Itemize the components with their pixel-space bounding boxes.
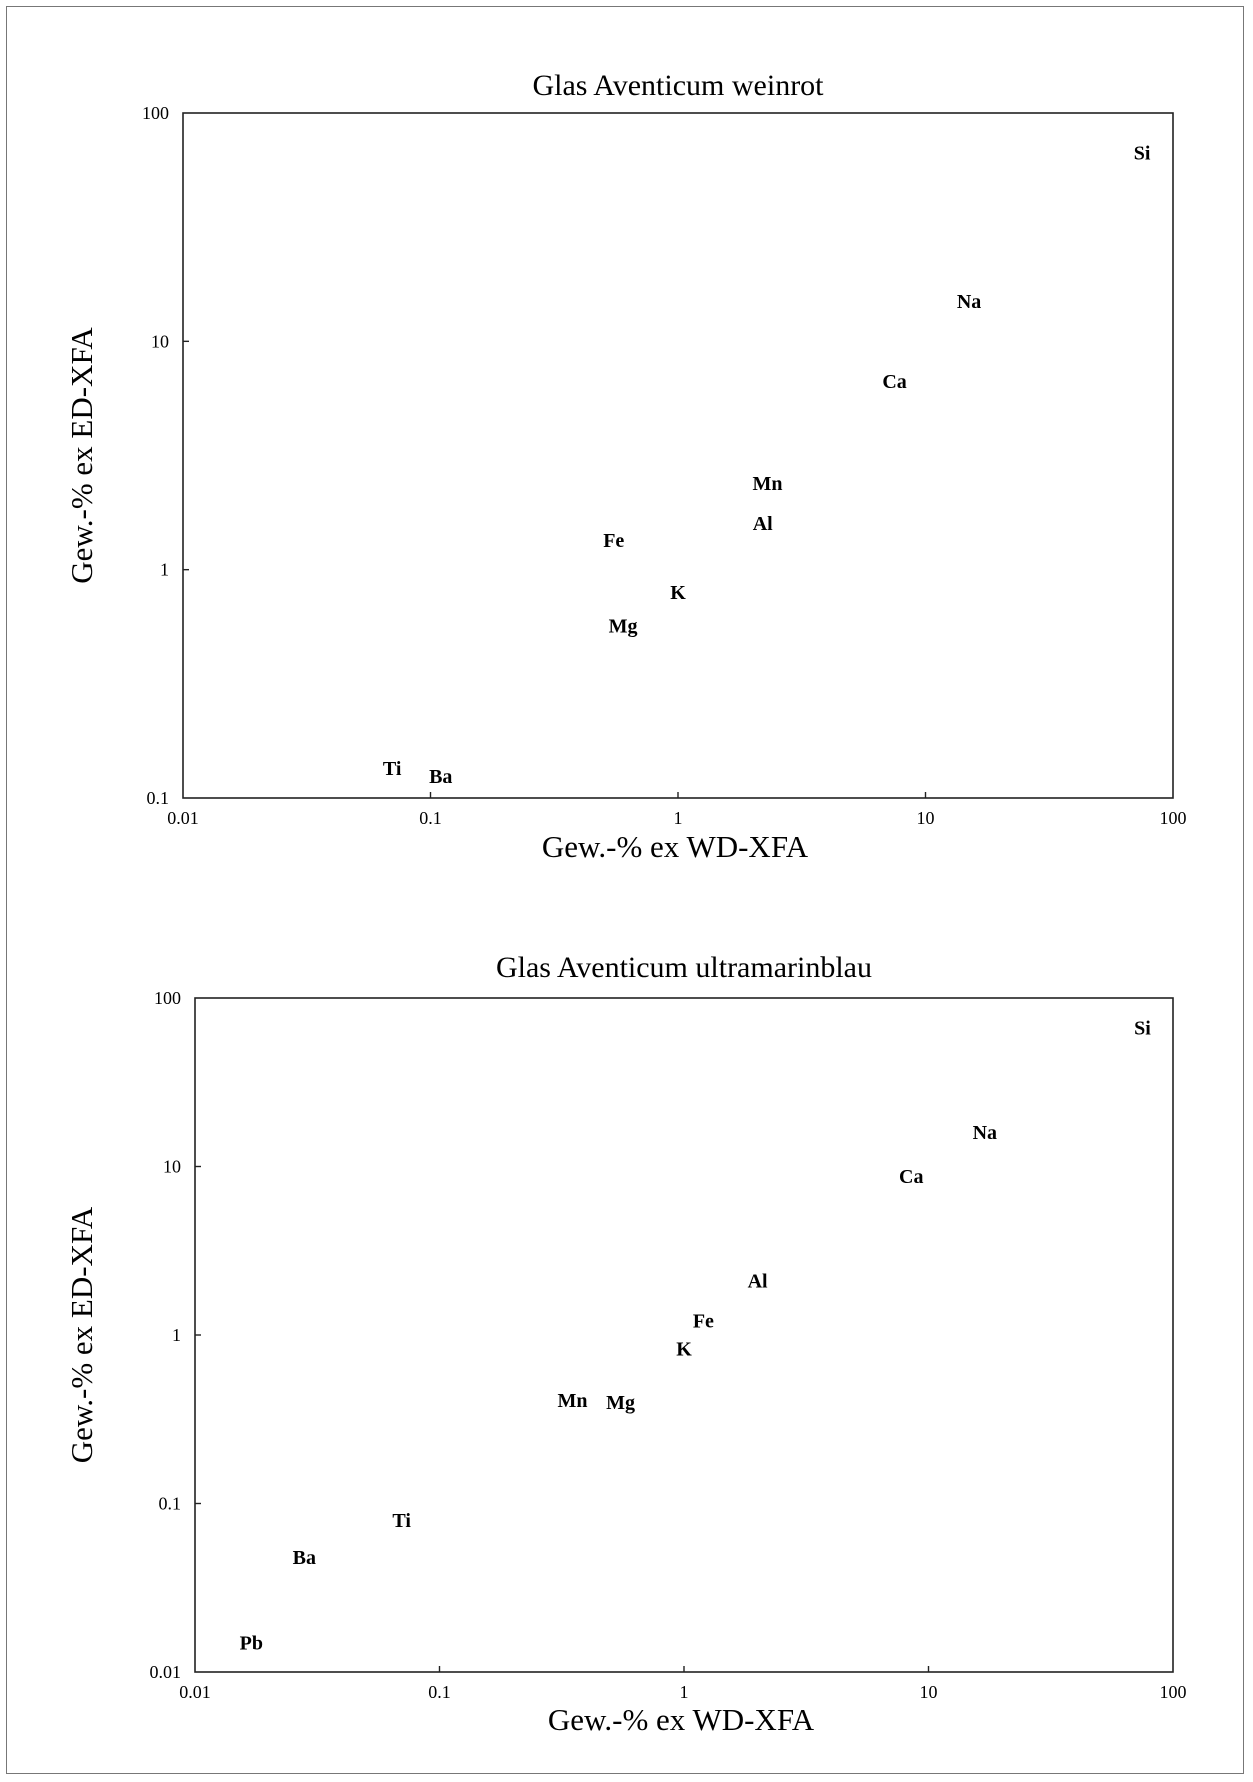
x-tick-label: 1: [680, 1682, 689, 1702]
data-point-label-na: Na: [973, 1122, 997, 1144]
data-point-label-ca: Ca: [882, 371, 906, 393]
x-tick-label: 0.01: [179, 1682, 211, 1702]
y-tick-label: 0.01: [150, 1662, 182, 1682]
x-axis-title: Gew.-% ex WD-XFA: [548, 1702, 815, 1737]
data-point-label-mg: Mg: [606, 1392, 635, 1414]
y-tick-label: 1: [160, 560, 169, 580]
data-point-label-k: K: [670, 582, 686, 604]
y-tick-label: 100: [154, 988, 181, 1008]
data-point-label-na: Na: [957, 291, 981, 313]
x-tick-label: 0.1: [428, 1682, 451, 1702]
x-axis-title: Gew.-% ex WD-XFA: [542, 829, 809, 864]
data-point-label-ca: Ca: [899, 1166, 923, 1188]
x-tick-label: 10: [920, 1682, 938, 1702]
data-point-label-ti: Ti: [383, 758, 402, 780]
x-tick-label: 1: [674, 808, 683, 828]
data-point-label-mg: Mg: [609, 615, 638, 637]
y-tick-label: 10: [163, 1157, 181, 1177]
plot-area: [194, 997, 1174, 1673]
data-point-label-si: Si: [1134, 1017, 1151, 1039]
data-point-label-ti: Ti: [392, 1510, 411, 1532]
data-point-label-k: K: [676, 1339, 692, 1361]
y-tick-label: 0.1: [147, 788, 170, 808]
y-tick-label: 1: [172, 1325, 181, 1345]
x-tick-label: 10: [917, 808, 935, 828]
data-point-label-pb: Pb: [240, 1632, 263, 1654]
data-point-label-al: Al: [748, 1271, 768, 1293]
x-tick-label: 0.1: [419, 808, 442, 828]
chart-title: Glas Aventicum weinrot: [532, 69, 824, 102]
data-point-label-ba: Ba: [429, 766, 452, 788]
data-point-label-fe: Fe: [603, 530, 624, 552]
data-point-label-al: Al: [753, 513, 773, 535]
y-axis-title: Gew.-% ex ED-XFA: [64, 327, 99, 584]
data-point-label-mn: Mn: [558, 1390, 588, 1412]
y-tick-label: 10: [151, 331, 169, 351]
x-tick-label: 100: [1160, 808, 1187, 828]
x-tick-label: 0.01: [167, 808, 199, 828]
plot-area: [182, 112, 1174, 799]
data-point-label-si: Si: [1134, 143, 1151, 165]
y-tick-label: 100: [142, 103, 169, 123]
y-tick-label: 0.1: [159, 1494, 182, 1514]
y-axis-title: Gew.-% ex ED-XFA: [64, 1206, 99, 1463]
data-point-label-mn: Mn: [753, 473, 783, 495]
data-point-label-ba: Ba: [293, 1547, 316, 1569]
chart-title: Glas Aventicum ultramarinblau: [496, 951, 872, 984]
x-tick-label: 100: [1160, 1682, 1187, 1702]
page-frame: [6, 6, 1244, 1774]
data-point-label-fe: Fe: [693, 1310, 714, 1332]
